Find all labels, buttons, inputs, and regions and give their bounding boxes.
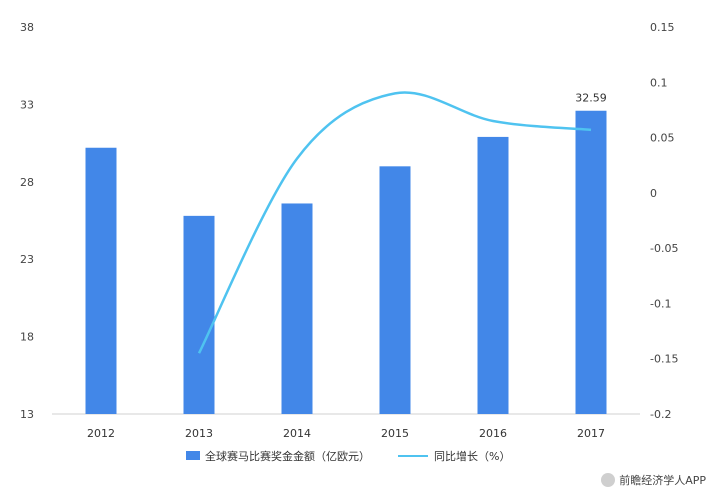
bar-2013 — [183, 215, 215, 414]
legend: 全球赛马比赛奖金金额（亿欧元） 同比增长（%） — [186, 449, 510, 463]
right-y-axis: -0.2 -0.15 -0.1 -0.05 0 0.05 0.1 0.15 — [650, 21, 678, 421]
x-tick-label: 2015 — [381, 427, 409, 440]
right-tick-label: -0.15 — [650, 353, 678, 366]
bar-2016 — [477, 136, 509, 414]
left-tick-label: 28 — [20, 176, 34, 189]
left-tick-label: 33 — [20, 98, 34, 111]
left-tick-label: 23 — [20, 253, 34, 266]
right-tick-label: 0.05 — [650, 132, 675, 145]
line-series — [197, 91, 592, 354]
x-tick-label: 2017 — [577, 427, 605, 440]
bar-2015 — [379, 166, 411, 414]
legend-swatch-bar — [186, 451, 200, 460]
right-tick-label: 0.1 — [650, 76, 668, 89]
left-y-axis: 13 18 23 28 33 38 — [20, 21, 34, 421]
bar-2017 — [575, 110, 607, 415]
right-tick-label: 0.15 — [650, 21, 675, 34]
right-tick-label: 0 — [650, 187, 657, 200]
x-tick-label: 2014 — [283, 427, 311, 440]
legend-label-line: 同比增长（%） — [434, 449, 510, 463]
x-tick-label: 2012 — [87, 427, 115, 440]
right-tick-label: -0.2 — [650, 408, 671, 421]
brand-watermark: 前瞻经济学人APP — [601, 472, 706, 488]
left-tick-label: 13 — [20, 408, 34, 421]
brand-watermark-text: 前瞻经济学人APP — [619, 474, 706, 487]
right-tick-label: -0.05 — [650, 242, 678, 255]
right-tick-label: -0.1 — [650, 297, 671, 310]
left-tick-label: 38 — [20, 21, 34, 34]
data-label-2017: 32.59 — [575, 92, 607, 105]
legend-label-bar: 全球赛马比赛奖金金额（亿欧元） — [205, 449, 370, 463]
bar-2014 — [281, 203, 313, 414]
x-tick-label: 2016 — [479, 427, 507, 440]
x-tick-label: 2013 — [185, 427, 213, 440]
data-labels: 32.59 — [575, 92, 607, 105]
brand-logo-icon — [601, 473, 616, 487]
bar-2012 — [85, 147, 117, 414]
bar-series — [85, 110, 607, 415]
x-axis: 2012 2013 2014 2015 2016 2017 — [87, 427, 605, 440]
left-tick-label: 18 — [20, 331, 34, 344]
growth-line — [197, 91, 592, 354]
